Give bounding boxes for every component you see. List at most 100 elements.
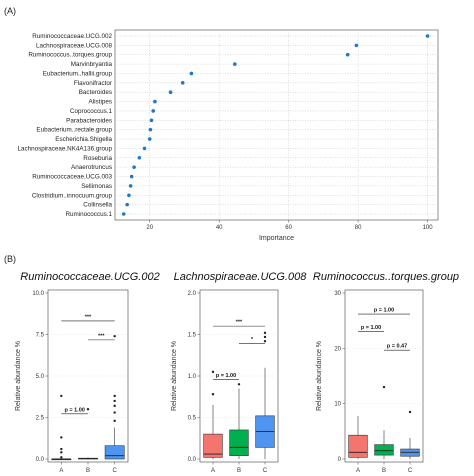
outlier-point	[408, 410, 412, 414]
y-tick-label: 10	[334, 402, 341, 408]
x-tick-label: B	[237, 468, 241, 474]
x-tick-label: C	[408, 468, 413, 474]
data-point	[233, 62, 237, 66]
y-axis-title: Relative abundance %	[316, 341, 323, 411]
box	[229, 429, 249, 456]
category-label: Bacteroides	[79, 89, 112, 96]
x-tick-label: B	[86, 468, 90, 474]
y-tick-label: 1.0	[188, 374, 197, 380]
x-tick-label: C	[112, 468, 117, 474]
boxplot-panel: Lachnospiraceae.UCG.008 0.0 0.5 1.0 1.5 2.0 Re…	[171, 271, 307, 474]
outlier-point	[113, 411, 116, 414]
category-label: Roseburia	[83, 155, 112, 162]
panel-title: Lachnospiraceae.UCG.008	[174, 271, 308, 283]
significance-label: *	[251, 337, 254, 343]
y-tick-label: 1.5	[188, 333, 197, 339]
y-tick-label: 7.5	[36, 333, 45, 339]
box	[374, 444, 394, 456]
significance-label: p = 1.00	[64, 407, 84, 413]
panel-title: Ruminococcaceae.UCG.002	[20, 271, 159, 283]
x-axis-title: Importance	[259, 235, 294, 242]
data-point	[132, 165, 136, 169]
outlier-point	[113, 334, 116, 338]
data-point	[189, 71, 194, 76]
category-label: Ruminococcus.1	[65, 211, 112, 218]
outlier-point	[263, 331, 267, 335]
x-tick-label: A	[356, 468, 360, 474]
category-label: Ruminococcaceae.UCG.002	[32, 33, 112, 40]
significance-label: p = 1.00	[216, 373, 236, 379]
boxplot-panel: Ruminococcaceae.UCG.002 0.0 2.5 5.0 7.5 10.0 R…	[15, 271, 160, 474]
significance-label: p = 1.00	[374, 308, 394, 314]
y-tick-label: 0.0	[188, 457, 197, 463]
y-tick-label: 5.0	[36, 374, 45, 380]
y-tick-label: 2.0	[188, 291, 197, 297]
importance-dot-chart: Ruminococcaceae.UCG.002 Lachnospiraceae.U…	[17, 29, 439, 242]
data-point	[137, 155, 142, 160]
x-tick-label: 80	[355, 225, 362, 231]
data-point	[168, 90, 173, 95]
significance-label: p = 1.00	[361, 325, 381, 331]
outlier-point	[113, 404, 116, 408]
data-point	[151, 109, 156, 113]
data-point	[180, 81, 185, 85]
significance-label: ***	[85, 314, 92, 320]
outlier-point	[60, 447, 63, 451]
y-tick-label: 30	[334, 291, 341, 297]
y-axis-title: Relative abundance %	[15, 341, 22, 411]
panel-label-a: (A)	[4, 6, 16, 16]
panel-title: Ruminococcus..torques.group	[313, 271, 459, 283]
outlier-point	[60, 456, 63, 459]
outlier-point	[113, 399, 116, 403]
data-point	[142, 146, 147, 151]
category-label: Clostridium..innocuum.group	[32, 192, 113, 199]
y-tick-label: 0.5	[188, 416, 197, 422]
data-point	[153, 99, 157, 104]
category-label: Sellimonas	[81, 183, 112, 190]
category-label: Eubacterium..hallii.group	[43, 70, 113, 77]
y-tick-label: 0	[338, 457, 342, 463]
category-label: Ruminococcaceae.UCG.003	[32, 174, 112, 181]
category-label: Flavonifractor	[74, 80, 112, 87]
outlier-point	[382, 385, 386, 389]
significance-label: p = 0.47	[387, 344, 407, 350]
outlier-point	[60, 436, 63, 439]
data-point	[147, 137, 152, 141]
category-label: Escherichia.Shigella	[55, 136, 112, 143]
data-point	[121, 212, 126, 216]
x-tick-label: 100	[423, 225, 434, 231]
category-label: Collinsella	[83, 202, 112, 209]
plot-frame	[114, 29, 439, 221]
panel-label-b: (B)	[4, 254, 16, 264]
category-label: Marvinbryantia	[71, 61, 113, 68]
data-point	[354, 43, 359, 48]
box	[348, 434, 368, 458]
category-label: Parabacteroides	[66, 117, 112, 124]
outlier-point	[211, 370, 215, 374]
y-tick-label: 20	[334, 346, 341, 352]
y-tick-label: 10.0	[32, 291, 44, 297]
category-label: Coprococcus.1	[70, 108, 112, 115]
y-tick-label: 2.5	[36, 416, 45, 422]
significance-label: ***	[236, 320, 243, 326]
data-point	[149, 118, 154, 123]
outlier-point	[113, 419, 116, 423]
x-tick-label: 40	[216, 225, 223, 231]
y-tick-label: 0.0	[36, 457, 45, 463]
data-point	[128, 184, 133, 188]
data-point	[148, 127, 153, 132]
outlier-point	[113, 394, 116, 398]
outlier-point	[60, 394, 63, 398]
x-tick-label: A	[59, 468, 63, 474]
x-tick-label: A	[211, 468, 215, 474]
category-label: Lachnospiraceae.NK4A136.group	[17, 145, 112, 152]
category-label: Alistipes	[89, 99, 112, 106]
outlier-point	[237, 383, 241, 386]
data-point	[125, 202, 129, 207]
outlier-point	[263, 339, 267, 343]
category-label: Eubacterium..rectale.group	[36, 127, 112, 134]
outlier-point	[60, 451, 63, 454]
x-tick-label: B	[382, 468, 386, 474]
outlier-point	[211, 393, 215, 396]
